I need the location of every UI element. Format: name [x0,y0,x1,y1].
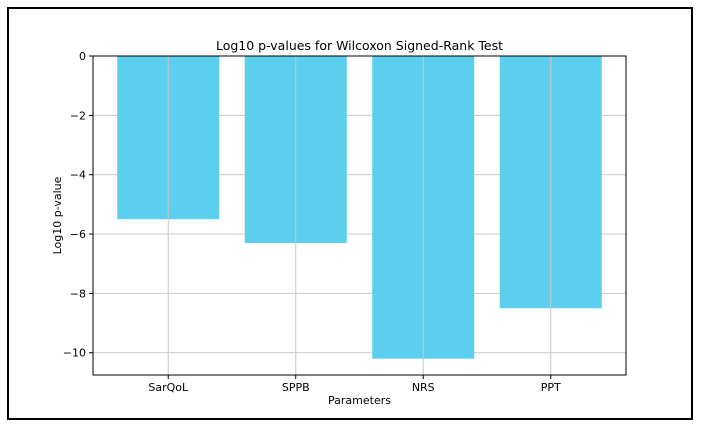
plot-area-border [92,55,627,376]
y-tick-label: −6 [70,228,86,241]
y-tick-label: −8 [70,287,86,300]
y-tick-label: 0 [79,50,86,63]
y-tick-label: −10 [63,347,86,360]
x-tick-label: NRS [412,381,435,394]
chart-title: Log10 p-values for Wilcoxon Signed-Rank … [216,38,503,53]
x-tick-label: SarQoL [148,381,189,394]
x-tick-label: SPPB [282,381,310,394]
y-axis-label: Log10 p-value [51,176,64,254]
tick-layer: 0 −2 −4 −6 −8 −10 SarQoL SPPB NRS PPT [63,50,561,394]
bar-layer [117,56,602,375]
y-tick-label: −2 [70,109,86,122]
y-tick-label: −4 [70,169,86,182]
x-tick-label: PPT [541,381,561,394]
x-axis-label: Parameters [328,394,391,407]
